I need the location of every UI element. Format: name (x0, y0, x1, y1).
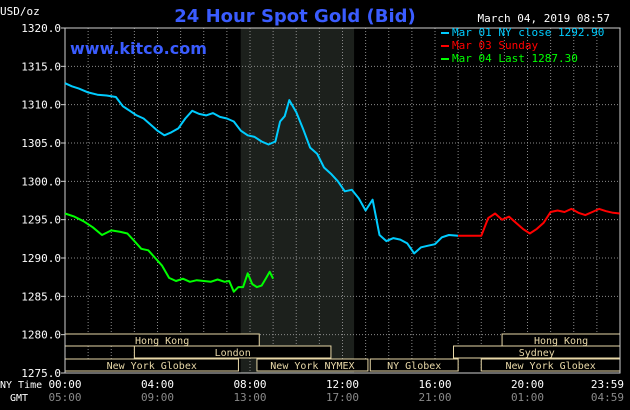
x-tick-label-ny: 08:00 (233, 378, 266, 391)
y-tick-label: 1310.0 (21, 99, 61, 112)
x-tick-label-ny: 23:59 (591, 378, 624, 391)
series-line-0 (64, 82, 459, 255)
chart-date: March 04, 2019 08:57 (478, 12, 610, 25)
y-tick-label: 1275.0 (21, 367, 61, 380)
x-tick-label-gmt: 04:59 (591, 391, 624, 404)
session-label: Hong Kong (534, 336, 588, 347)
legend-label: Mar 03 Sunday (452, 39, 538, 52)
y-axis: 1320.0 1315.0 1310.0 1305.0 1300.0 1295.0 1290… (21, 22, 65, 380)
trading-hours-band (240, 28, 355, 373)
x-tick-label-gmt: 17:00 (326, 391, 359, 404)
y-axis-unit: USD/oz (0, 5, 40, 18)
y-tick-label: 1285.0 (21, 290, 61, 303)
y-tick-label: 1320.0 (21, 22, 61, 35)
session-box (369, 358, 459, 372)
y-tick-label: 1305.0 (21, 137, 61, 150)
session-label: Hong Kong (135, 336, 189, 347)
x-tick-label-ny: 12:00 (326, 378, 359, 391)
session-label: New York Globex (505, 361, 595, 372)
x-tick-label-gmt: 21:00 (418, 391, 451, 404)
gmt-row-label: GMT (10, 393, 28, 404)
x-tick-label-gmt: 01:00 (511, 391, 544, 404)
y-tick-label: 1315.0 (21, 60, 61, 73)
session-label: Sydney (519, 348, 555, 359)
series-line-2 (64, 212, 274, 293)
legend-label: Mar 04 Last 1287.30 (452, 52, 578, 65)
x-tick-label-gmt: 13:00 (233, 391, 266, 404)
ny-time-row-label: NY Time (0, 380, 42, 391)
x-tick-label-ny: 20:00 (511, 378, 544, 391)
session-label: NY Globex (387, 361, 441, 372)
series-line-1 (458, 207, 620, 237)
x-tick-label-ny: 04:00 (141, 378, 174, 391)
market-sessions: Hong Kong London New York Globex New York N… (64, 333, 621, 372)
chart-title: 24 Hour Spot Gold (Bid) (174, 6, 415, 27)
grid (65, 27, 620, 374)
y-tick-label: 1295.0 (21, 214, 61, 227)
session-box (133, 345, 332, 359)
x-tick-label-gmt: 09:00 (141, 391, 174, 404)
plot-frame (64, 27, 621, 374)
y-tick-label: 1290.0 (21, 252, 61, 265)
legend-label: Mar 01 NY close 1292.90 (452, 26, 604, 39)
watermark-url: www.kitco.com (70, 39, 207, 58)
session-label: New York Globex (107, 361, 197, 372)
session-label: New York NYMEX (270, 361, 354, 372)
x-axis: 00:00 04:00 08:00 12:00 16:00 20:00 23:59 05:00… (48, 378, 624, 404)
y-tick-label: 1300.0 (21, 175, 61, 188)
session-box (256, 358, 369, 372)
session-label: London (215, 348, 251, 359)
trading-hours-band-rect (240, 28, 355, 373)
x-tick-label-ny: 00:00 (48, 378, 81, 391)
price-series (64, 82, 620, 293)
x-tick-label-ny: 16:00 (418, 378, 451, 391)
y-tick-label: 1280.0 (21, 329, 61, 342)
x-tick-label-gmt: 05:00 (48, 391, 81, 404)
